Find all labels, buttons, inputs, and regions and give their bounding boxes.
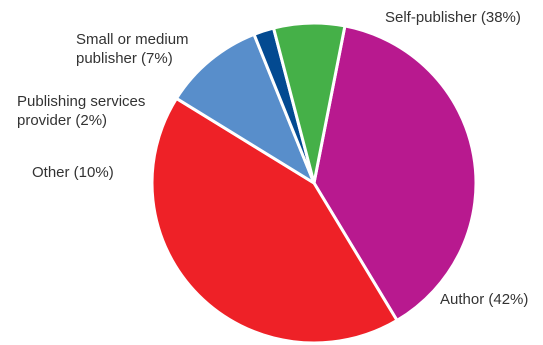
pie-slice-author: [150, 96, 399, 345]
slice-label-line: publisher (7%): [76, 50, 173, 67]
slice-label-line: Small or medium: [76, 31, 189, 48]
pie-slices: [150, 21, 478, 345]
slice-label-small-or-medium: Small or medium publisher (7%): [76, 31, 189, 67]
slice-label-publishing-services: Publishing services provider (2%): [17, 93, 145, 129]
slice-label-line: Other (10%): [32, 164, 114, 181]
slice-label-author: Author (42%): [440, 291, 528, 308]
slice-label-line: Self-publisher (38%): [385, 9, 521, 26]
slice-label-other: Other (10%): [32, 164, 114, 181]
slice-label-line: Publishing services: [17, 93, 145, 110]
slice-label-self-publisher: Self-publisher (38%): [385, 9, 521, 26]
pie-slice-self-publisher: [312, 24, 478, 322]
pie-slice-small-or-medium: [272, 21, 347, 185]
pie-slice-other: [174, 32, 316, 185]
slice-label-line: Author (42%): [440, 291, 528, 308]
slice-label-line: provider (2%): [17, 112, 107, 129]
